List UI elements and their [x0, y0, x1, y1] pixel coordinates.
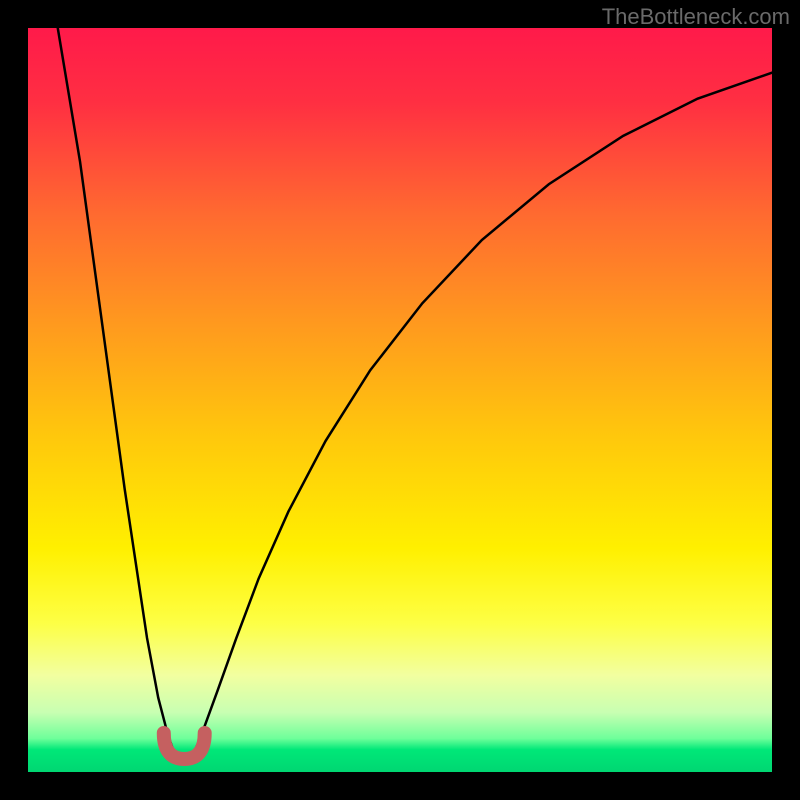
curve-right-branch	[195, 73, 772, 750]
minimum-marker	[164, 733, 205, 759]
watermark-text: TheBottleneck.com	[602, 4, 790, 30]
plot-area	[28, 28, 772, 772]
curve-left-branch	[58, 28, 173, 750]
curve-overlay	[28, 28, 772, 772]
